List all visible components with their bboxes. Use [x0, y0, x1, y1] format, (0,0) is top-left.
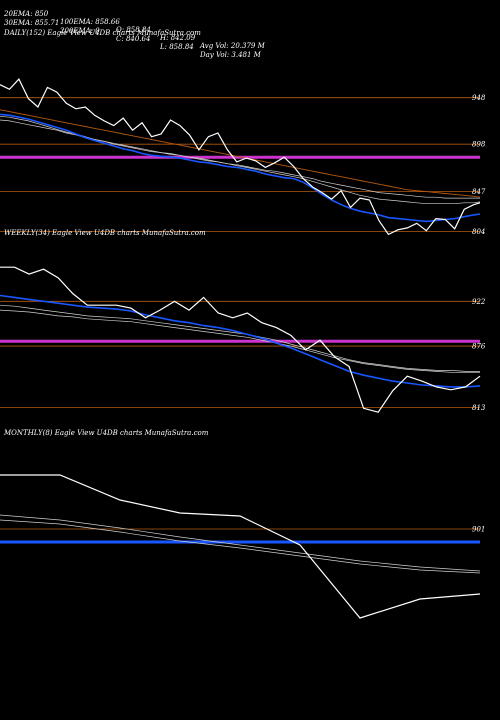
monthly-mavg-series: [0, 519, 481, 574]
daily-chart: 948 898 847 804: [0, 78, 486, 236]
daily-chart-caption: DAILY(152) Eagle View U4DB charts Munafa…: [4, 29, 201, 37]
weekly-tick-label-2: 813: [472, 404, 486, 412]
avg-vol-stat: Avg Vol: 20.379 M: [200, 42, 265, 50]
weekly-chart: 922 876 813: [0, 266, 486, 413]
low-stat: L: 858.84: [160, 43, 194, 51]
close-stat: C: 840.64: [116, 35, 151, 43]
monthly-price-series: [0, 474, 481, 619]
weekly-mavg-series: [0, 304, 480, 372]
ema30-stat: 30EMA: 855.71: [4, 19, 60, 27]
weekly-tick-label-0: 922: [472, 298, 486, 306]
ema20-stat: 20EMA: 850: [4, 10, 49, 18]
daily-tick-label-3: 804: [472, 228, 485, 236]
daily-tick-label-1: 898: [472, 141, 486, 149]
monthly-chart: 901: [0, 474, 485, 619]
monthly-chart-caption: MONTHLY(8) Eagle View U4DB charts Munafa…: [4, 429, 209, 437]
daily-tick-label-2: 847: [472, 188, 486, 196]
open-stat: O: 858.84: [116, 26, 151, 34]
weekly-tick-label-1: 876: [472, 343, 486, 351]
monthly-mavg2-series: [0, 514, 481, 572]
weekly-mavg2-series: [0, 309, 480, 373]
monthly-tick-label-0: 901: [472, 526, 485, 534]
weekly-chart-caption: WEEKLY(34) Eagle View U4DB charts Munafa…: [4, 229, 206, 237]
daily-orange-series: [0, 109, 481, 198]
daily-blue-series: [0, 113, 481, 223]
daily-tick-label-0: 948: [472, 94, 486, 102]
day-vol-stat: Day Vol: 3.481 M: [200, 51, 261, 59]
ema200-stat: 200EMA: 0: [60, 27, 100, 35]
weekly-price-series: [0, 266, 481, 413]
ema100-stat: 100EMA: 858.66: [60, 18, 120, 26]
high-stat: H: 842.09: [160, 34, 196, 42]
daily-price-series: [0, 78, 481, 236]
weekly-blue-series: [0, 294, 481, 388]
